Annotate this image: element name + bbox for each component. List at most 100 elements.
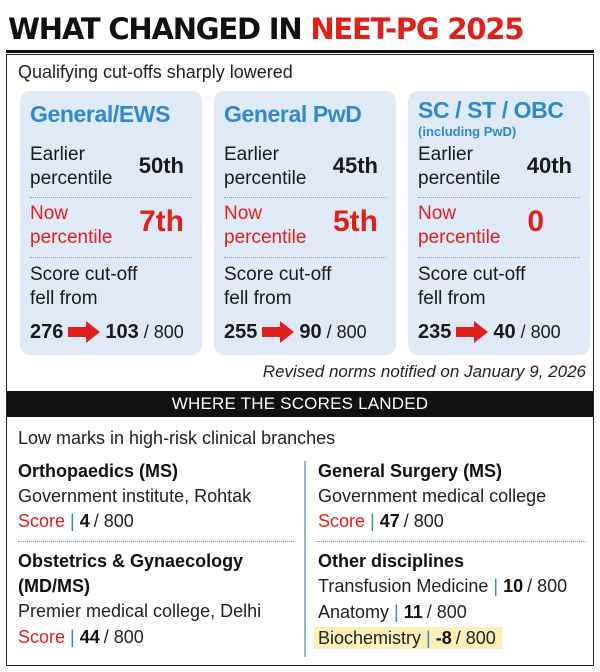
score-out-of: / 800 <box>93 511 134 531</box>
score-out-of: / 800 <box>143 321 184 342</box>
score-label-2: fell from <box>418 288 486 309</box>
branch-institute: Government institute, Rohtak <box>18 486 252 506</box>
score-label: Score <box>18 511 66 531</box>
divider-right <box>316 541 586 542</box>
branch-institute: Premier medical college, Delhi <box>18 601 262 621</box>
headline-part-1: WHAT CHANGED IN <box>8 12 311 46</box>
score-value: 10 <box>503 576 524 596</box>
now-label-2: percentile <box>418 227 501 248</box>
score-label: Score <box>318 511 366 531</box>
score-out-of: / 800 <box>403 511 444 531</box>
divider <box>224 197 386 198</box>
pipe-separator: | <box>70 627 75 647</box>
score-change: 235 40 / 800 <box>418 318 561 346</box>
score-from: 276 <box>30 320 64 343</box>
score-value: 4 <box>79 511 90 531</box>
score-to: 90 <box>299 320 322 343</box>
branch-title: General Surgery (MS) <box>318 461 503 481</box>
pipe-separator: | <box>70 511 75 531</box>
score-to: 103 <box>105 320 139 343</box>
discipline-name: Biochemistry <box>318 628 422 648</box>
branch-score: Score | 44/ 800 <box>18 627 144 648</box>
now-label: Now <box>30 203 69 224</box>
divider <box>30 197 192 198</box>
now-value: 7th <box>139 205 184 238</box>
headline-rule <box>6 50 594 53</box>
now-label-2: percentile <box>30 227 113 248</box>
earlier-value: 40th <box>526 153 572 178</box>
score-change: 276 103 / 800 <box>30 318 184 346</box>
branch-title-2: (MD/MS) <box>18 576 90 596</box>
red-arrow-icon <box>456 321 489 343</box>
score-label-2: fell from <box>30 288 98 309</box>
divider <box>418 197 580 198</box>
divider <box>418 257 580 258</box>
score-from: 235 <box>418 320 452 343</box>
score-label: Score cut-off <box>418 264 526 285</box>
earlier-label-2: percentile <box>30 168 113 189</box>
score-label-2: fell from <box>224 288 292 309</box>
card-title: General PwD <box>224 101 362 127</box>
card-title: SC / ST / OBC <box>418 97 564 123</box>
card-general-ews: General/EWS Earlier percentile 50th Now … <box>20 91 202 355</box>
headline-bar: WHAT CHANGED IN NEET-PG 2025 <box>6 6 594 53</box>
earlier-label: Earlier <box>224 144 279 165</box>
divider-left <box>18 541 294 542</box>
discipline-item-highlighted: Biochemistry | -8/ 800 <box>314 627 502 649</box>
card-sc-st-obc: SC / ST / OBC (including PwD) Earlier pe… <box>408 91 590 355</box>
score-to: 40 <box>493 320 516 343</box>
highlight: Biochemistry | -8/ 800 <box>314 627 502 649</box>
section-band: WHERE THE SCORES LANDED <box>7 391 593 417</box>
red-arrow-icon <box>262 321 295 343</box>
now-value: 0 <box>527 205 544 238</box>
now-label-2: percentile <box>224 227 307 248</box>
score-label: Score cut-off <box>30 264 138 285</box>
earlier-label: Earlier <box>30 144 85 165</box>
pipe-separator: | <box>493 576 499 596</box>
score-out-of: / 800 <box>520 321 561 342</box>
score-out-of: / 800 <box>326 321 367 342</box>
now-label: Now <box>418 203 457 224</box>
divider <box>30 257 192 258</box>
revision-note: Revised norms notified on January 9, 202… <box>262 362 586 381</box>
earlier-label-2: percentile <box>418 168 501 189</box>
score-out-of: / 800 <box>103 627 144 647</box>
pipe-separator: | <box>426 628 431 648</box>
now-label: Now <box>224 203 263 224</box>
branch-title: Obstetrics & Gynaecology <box>18 551 244 571</box>
pipe-separator: | <box>394 602 399 622</box>
earlier-label: Earlier <box>418 144 473 165</box>
earlier-value: 45th <box>332 153 378 178</box>
column-divider <box>304 461 306 657</box>
discipline-name: Anatomy <box>318 602 390 622</box>
score-value: 11 <box>403 602 423 622</box>
now-value: 5th <box>333 205 378 238</box>
card-general-pwd: General PwD Earlier percentile 45th Now … <box>214 91 396 355</box>
headline-part-2: NEET-PG 2025 <box>310 12 524 46</box>
branch-score: Score | 4/ 800 <box>18 511 134 532</box>
headline: WHAT CHANGED IN NEET-PG 2025 <box>8 12 524 46</box>
red-arrow-icon <box>68 321 101 343</box>
branch-title: Orthopaedics (MS) <box>18 461 179 481</box>
score-out-of: / 800 <box>455 628 496 648</box>
discipline-item: Anatomy | 11/ 800 <box>318 602 467 623</box>
discipline-item: Transfusion Medicine | 10/ 800 <box>318 576 567 597</box>
infographic-frame <box>6 54 594 666</box>
score-out-of: / 800 <box>527 576 568 596</box>
earlier-value: 50th <box>138 153 184 178</box>
branch-title: Other disciplines <box>318 551 465 571</box>
branch-score: Score | 47/ 800 <box>318 511 444 532</box>
score-value: -8 <box>435 628 452 648</box>
score-out-of: / 800 <box>426 602 467 622</box>
score-from: 255 <box>224 320 258 343</box>
pipe-separator: | <box>370 511 375 531</box>
score-label: Score <box>18 627 66 647</box>
score-change: 255 90 / 800 <box>224 318 367 346</box>
earlier-label-2: percentile <box>224 168 307 189</box>
subhead: Qualifying cut-offs sharply lowered <box>18 62 293 82</box>
card-subtitle: (including PwD) <box>418 124 517 139</box>
branch-institute: Government medical college <box>318 486 547 506</box>
score-label: Score cut-off <box>224 264 332 285</box>
section-subhead: Low marks in high-risk clinical branches <box>18 428 336 448</box>
score-value: 47 <box>379 511 400 531</box>
